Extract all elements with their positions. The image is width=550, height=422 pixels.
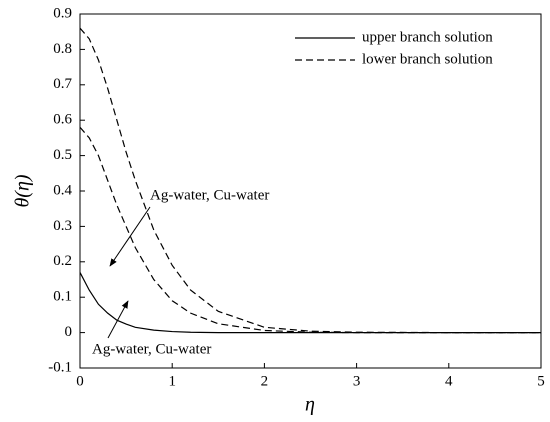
y-tick-label: 0.2: [53, 253, 72, 269]
y-tick-label: 0.3: [53, 218, 72, 234]
y-tick-label: 0: [65, 324, 73, 340]
legend-label: lower branch solution: [362, 51, 493, 67]
series-line: [79, 27, 541, 334]
x-tick-label: 4: [445, 373, 453, 389]
series-line: [79, 126, 541, 334]
y-tick-label: 0.9: [53, 5, 72, 21]
y-tick-label: 0.5: [53, 147, 72, 163]
annotation-arrow: [109, 206, 151, 267]
x-axis-label: η: [305, 394, 315, 416]
y-axis-label: θ(η): [12, 174, 34, 207]
y-tick-label: 0.8: [53, 41, 72, 57]
series-line: [79, 272, 541, 334]
x-tick-label: 2: [261, 373, 269, 389]
y-tick-label: 0.4: [53, 182, 72, 198]
y-tick-label: 0.6: [53, 112, 72, 128]
y-tick-label: -0.1: [48, 359, 72, 375]
y-tick-label: 0.7: [53, 76, 72, 92]
annotation-arrow: [107, 300, 129, 339]
annotation: Ag-water, Cu-water: [150, 187, 269, 203]
x-tick-label: 3: [353, 373, 361, 389]
x-tick-label: 1: [168, 373, 176, 389]
x-tick-label: 0: [76, 373, 84, 389]
x-tick-label: 5: [537, 373, 545, 389]
y-tick-label: 0.1: [53, 289, 72, 305]
legend-label: upper branch solution: [362, 29, 493, 45]
annotation: Ag-water, Cu-water: [92, 341, 211, 357]
